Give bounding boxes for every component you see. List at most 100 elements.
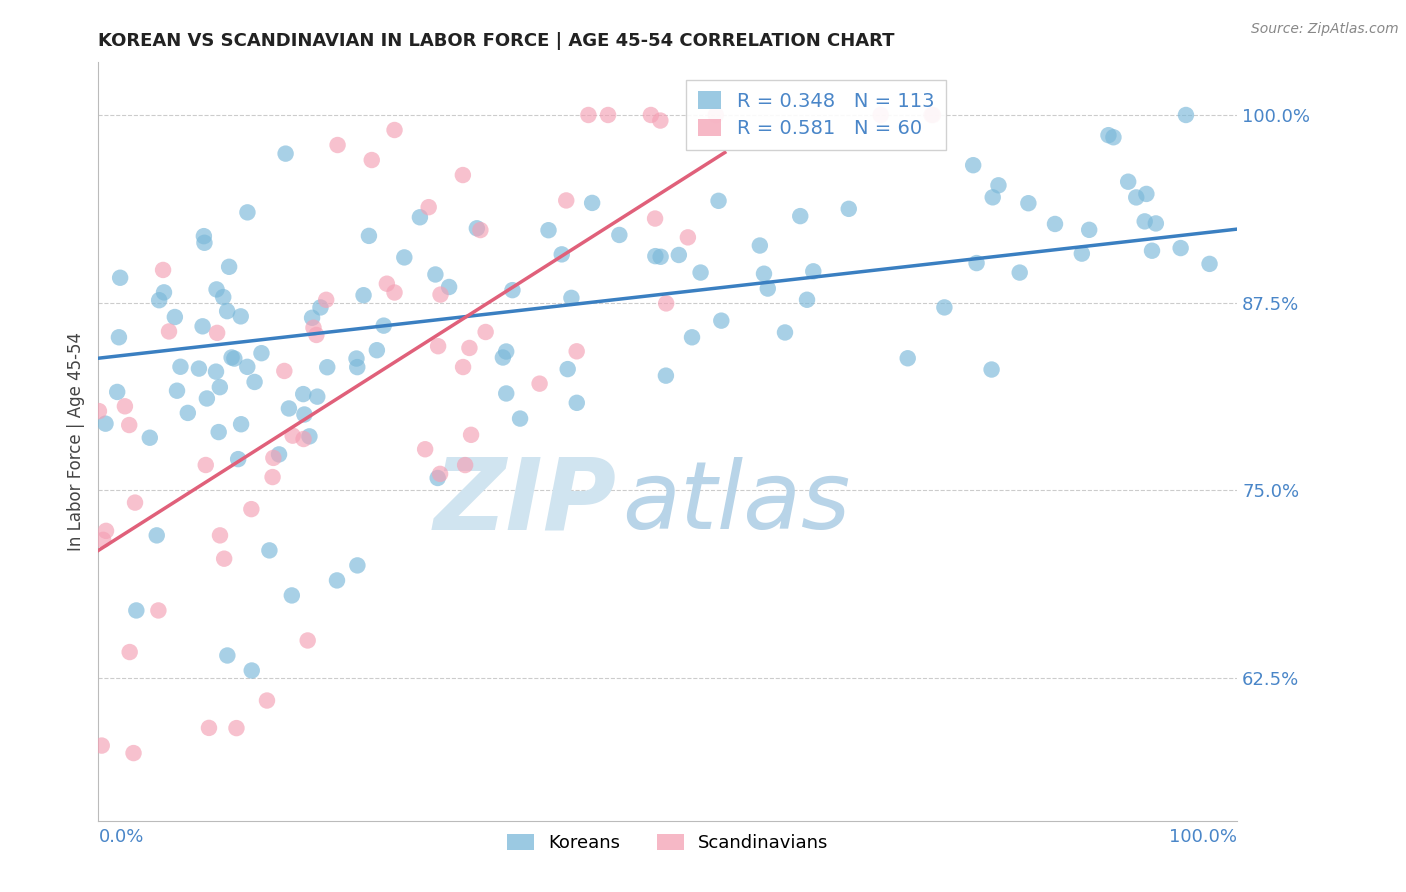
Point [360,153,382,167]
Point [384,285,406,300]
Point [460,427,482,442]
Text: KOREAN VS SCANDINAVIAN IN LABOR FORCE | AGE 45-54 CORRELATION CHART: KOREAN VS SCANDINAVIAN IN LABOR FORCE | … [98,32,896,50]
Text: ZIP: ZIP [433,454,617,550]
Point [301,310,323,325]
Text: 0.0%: 0.0% [98,828,143,847]
Point [384,123,406,137]
Point [153,285,176,300]
Point [565,396,588,410]
Point [1144,216,1167,230]
Point [789,209,811,223]
Point [292,387,315,401]
Point [752,267,775,281]
Point [366,343,388,358]
Point [205,282,228,296]
Point [596,108,619,122]
Point [118,645,141,659]
Point [474,325,496,339]
Point [689,266,711,280]
Point [326,574,349,588]
Point [250,346,273,360]
Point [980,362,1002,376]
Point [205,365,228,379]
Point [346,351,368,366]
Point [124,495,146,509]
Point [297,633,319,648]
Point [346,360,368,375]
Point [224,351,246,366]
Point [309,301,332,315]
Point [966,256,988,270]
Point [1043,217,1066,231]
Point [212,551,235,566]
Point [710,313,733,327]
Point [555,194,578,208]
Point [353,288,375,302]
Point [194,458,217,472]
Point [509,411,531,425]
Point [501,283,523,297]
Text: Source: ZipAtlas.com: Source: ZipAtlas.com [1251,22,1399,37]
Point [650,250,672,264]
Point [236,205,259,219]
Point [987,178,1010,193]
Point [240,664,263,678]
Point [193,235,215,250]
Point [413,442,436,457]
Point [307,390,329,404]
Point [229,310,252,324]
Point [962,158,984,172]
Point [1078,223,1101,237]
Point [191,319,214,334]
Legend: Koreans, Scandinavians: Koreans, Scandinavians [498,824,838,861]
Point [773,326,796,340]
Point [217,304,239,318]
Point [212,290,235,304]
Text: atlas: atlas [623,457,851,548]
Point [796,293,818,307]
Point [897,351,920,366]
Point [429,467,451,481]
Point [492,351,515,365]
Point [681,330,703,344]
Point [551,247,574,261]
Point [1102,130,1125,145]
Point [346,558,368,573]
Point [326,138,349,153]
Point [148,293,170,308]
Point [122,746,145,760]
Point [166,384,188,398]
Point [1017,196,1039,211]
Point [981,190,1004,204]
Point [305,328,328,343]
Point [221,351,243,365]
Point [236,359,259,374]
Point [208,425,231,439]
Point [240,502,263,516]
Point [801,264,824,278]
Point [292,432,315,446]
Point [256,693,278,707]
Point [1133,214,1156,228]
Point [94,524,117,538]
Point [108,330,131,344]
Point [465,221,488,235]
Point [267,447,290,461]
Point [1070,246,1092,260]
Point [1008,266,1031,280]
Point [394,251,416,265]
Point [139,431,162,445]
Point [177,406,200,420]
Point [609,227,631,242]
Point [576,108,599,122]
Point [650,113,672,128]
Point [187,361,209,376]
Point [458,341,481,355]
Point [451,168,474,182]
Point [316,360,339,375]
Point [429,287,451,301]
Point [557,362,579,376]
Point [581,195,603,210]
Point [934,301,956,315]
Point [748,238,770,252]
